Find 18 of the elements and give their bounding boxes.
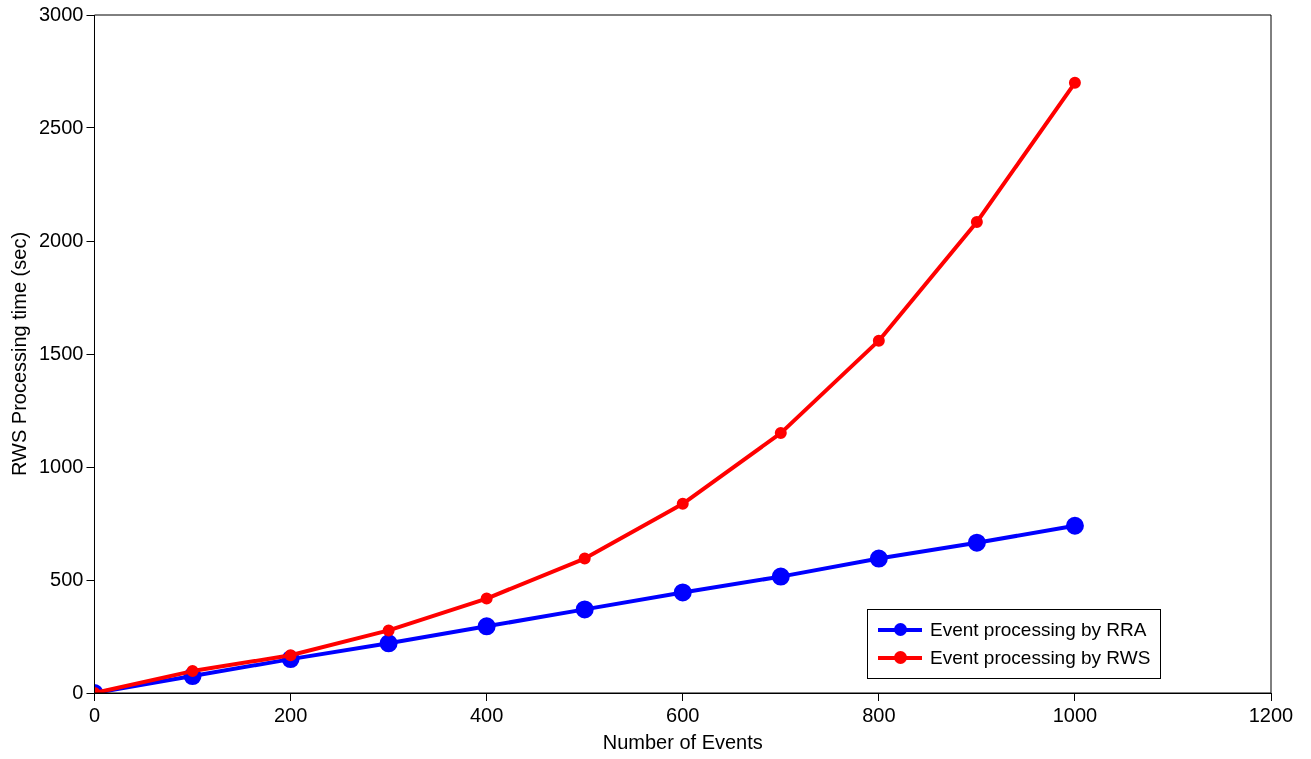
y-tick-label: 3000	[38, 2, 84, 25]
y-tick-label: 1500	[38, 341, 84, 364]
x-axis-title: Number of Events	[602, 730, 763, 753]
y-tick-label: 500	[50, 567, 84, 590]
x-tick-label: 200	[273, 703, 308, 726]
x-tick-label: 1200	[1248, 703, 1294, 726]
x-tick-label: 1000	[1052, 703, 1098, 726]
x-tick-label: 800	[862, 703, 896, 726]
y-tick-label: 0	[72, 680, 84, 703]
x-tick-label: 600	[666, 703, 700, 726]
legend-label: Event processing by RWS	[930, 647, 1151, 669]
y-axis-title: RWS Processing time (sec)	[7, 231, 30, 477]
x-tick-label: 400	[469, 703, 504, 726]
y-tick-label: 2000	[38, 228, 84, 251]
y-tick-label: 1000	[38, 454, 84, 477]
x-tick-label: 0	[88, 703, 101, 726]
legend-label: Event processing by RRA	[930, 619, 1147, 641]
y-tick-label: 2500	[38, 115, 84, 138]
